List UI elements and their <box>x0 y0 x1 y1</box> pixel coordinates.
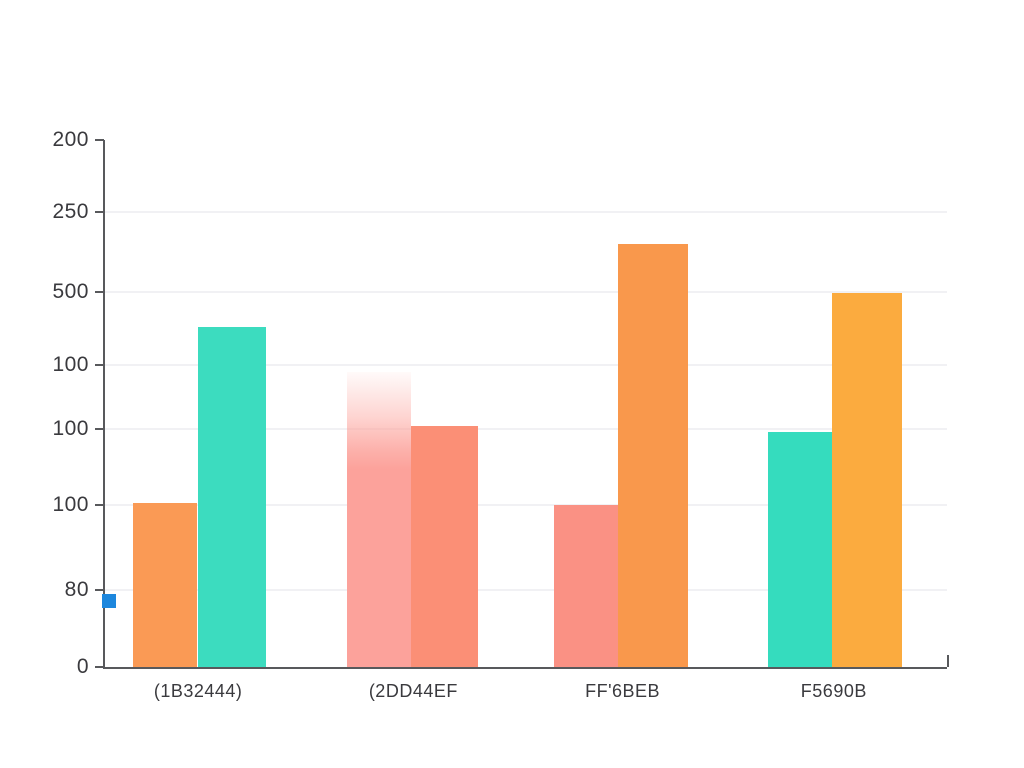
y-axis-tick <box>95 504 104 506</box>
x-category-label: (2DD44EF <box>368 681 458 701</box>
bar <box>831 292 902 667</box>
y-tick-label: 100 <box>52 352 89 376</box>
bar <box>553 505 618 667</box>
bar <box>133 503 198 667</box>
y-axis-tick <box>95 589 104 591</box>
y-tick-label: 200 <box>52 128 89 151</box>
y-tick-label: 500 <box>52 279 89 303</box>
x-category-label: F5690B <box>800 681 867 701</box>
x-category-label: (1B32444) <box>153 681 243 701</box>
y-tick-label: 100 <box>52 417 89 440</box>
y-axis-tick <box>95 139 104 141</box>
x-category-label: FF'6BEB <box>585 681 661 701</box>
gridline <box>105 210 947 213</box>
y-tick-label: 0 <box>76 655 89 678</box>
y-axis-tick <box>95 363 104 366</box>
plot-area: 200 250 500 100 100 100 80 0 (1B32444) (2DD44EF FF… <box>52 128 949 701</box>
bar <box>411 426 479 667</box>
y-axis-tick <box>95 428 104 430</box>
bar <box>347 371 412 667</box>
x-axis-endcap <box>947 655 949 667</box>
bar <box>617 243 688 667</box>
y-tick-label: 100 <box>52 493 89 516</box>
bar <box>767 431 832 667</box>
y-tick-label: 250 <box>52 199 89 223</box>
y-axis-tick <box>95 666 104 668</box>
y-axis-tick <box>95 290 104 293</box>
axis-marker-square <box>102 594 116 609</box>
bar <box>198 327 267 667</box>
y-axis-tick <box>95 210 104 213</box>
gridline <box>105 290 947 293</box>
y-tick-label: 80 <box>64 578 89 601</box>
